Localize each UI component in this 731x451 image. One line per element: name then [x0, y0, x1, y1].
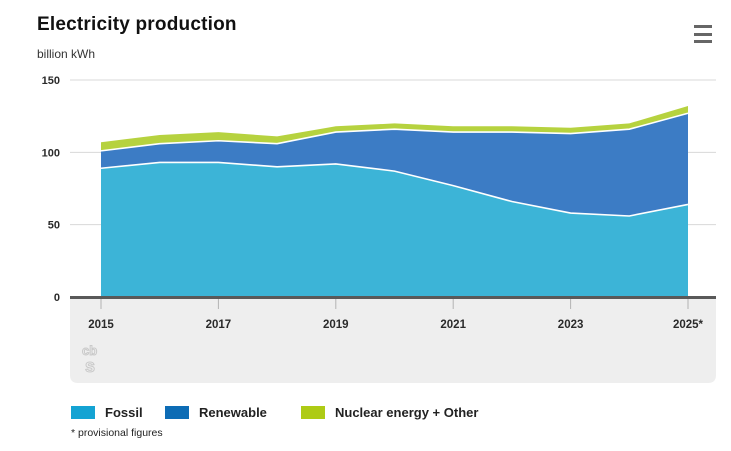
legend-label-fossil: Fossil	[105, 404, 143, 420]
hamburger-icon	[694, 25, 712, 28]
provisional-footnote: * provisional figures	[71, 427, 163, 439]
hamburger-icon	[694, 40, 712, 43]
chart-menu-button[interactable]	[692, 24, 714, 44]
legend-swatch-fossil	[71, 405, 95, 419]
x-tick-label-2015: 2015	[88, 319, 114, 331]
legend-item-nuclear-other[interactable]: Nuclear energy + Other	[301, 403, 478, 421]
legend-label-renewable: Renewable	[199, 404, 267, 420]
y-tick-label-100: 100	[42, 147, 60, 159]
y-tick-label-150: 150	[42, 75, 60, 87]
x-tick-label-2025: 2025*	[673, 319, 704, 331]
x-axis-band	[70, 299, 716, 383]
legend-item-fossil[interactable]: Fossil	[71, 403, 143, 421]
hamburger-icon	[694, 32, 712, 36]
x-tick-label-2021: 2021	[440, 319, 466, 331]
chart-legend: Fossil Renewable Nuclear energy + Other	[0, 403, 731, 423]
legend-item-renewable[interactable]: Renewable	[165, 403, 267, 421]
legend-swatch-renewable	[165, 405, 189, 419]
boundary-renewable-nuclear	[100, 112, 689, 152]
legend-label-nuclear-other: Nuclear energy + Other	[335, 404, 479, 420]
stacked-area-chart: 0 50 100 150 2015 2017 2019 2021 2023 2025* cb s	[0, 70, 731, 390]
unit-label: billion kWh	[37, 47, 96, 61]
cbs-logo-s: s	[85, 356, 95, 376]
legend-swatch-nuclear-other	[301, 405, 325, 419]
cbs-logo-cb: cb	[82, 343, 97, 358]
page-title: Electricity production	[37, 14, 237, 35]
x-axis-line	[70, 296, 716, 299]
x-tick-label-2019: 2019	[323, 319, 349, 331]
boundary-fossil-renewable	[100, 161, 689, 217]
cbs-logo: cbs	[82, 343, 98, 377]
area-fossil	[101, 162, 688, 297]
chart-canvas: 0 50 100 150 2015 2017 2019 2021 2023 2025* cbs	[42, 75, 716, 383]
x-tick-label-2017: 2017	[206, 319, 232, 331]
x-tick-label-2023: 2023	[558, 319, 584, 331]
y-tick-label-50: 50	[48, 220, 60, 232]
y-tick-label-0: 0	[54, 292, 60, 304]
